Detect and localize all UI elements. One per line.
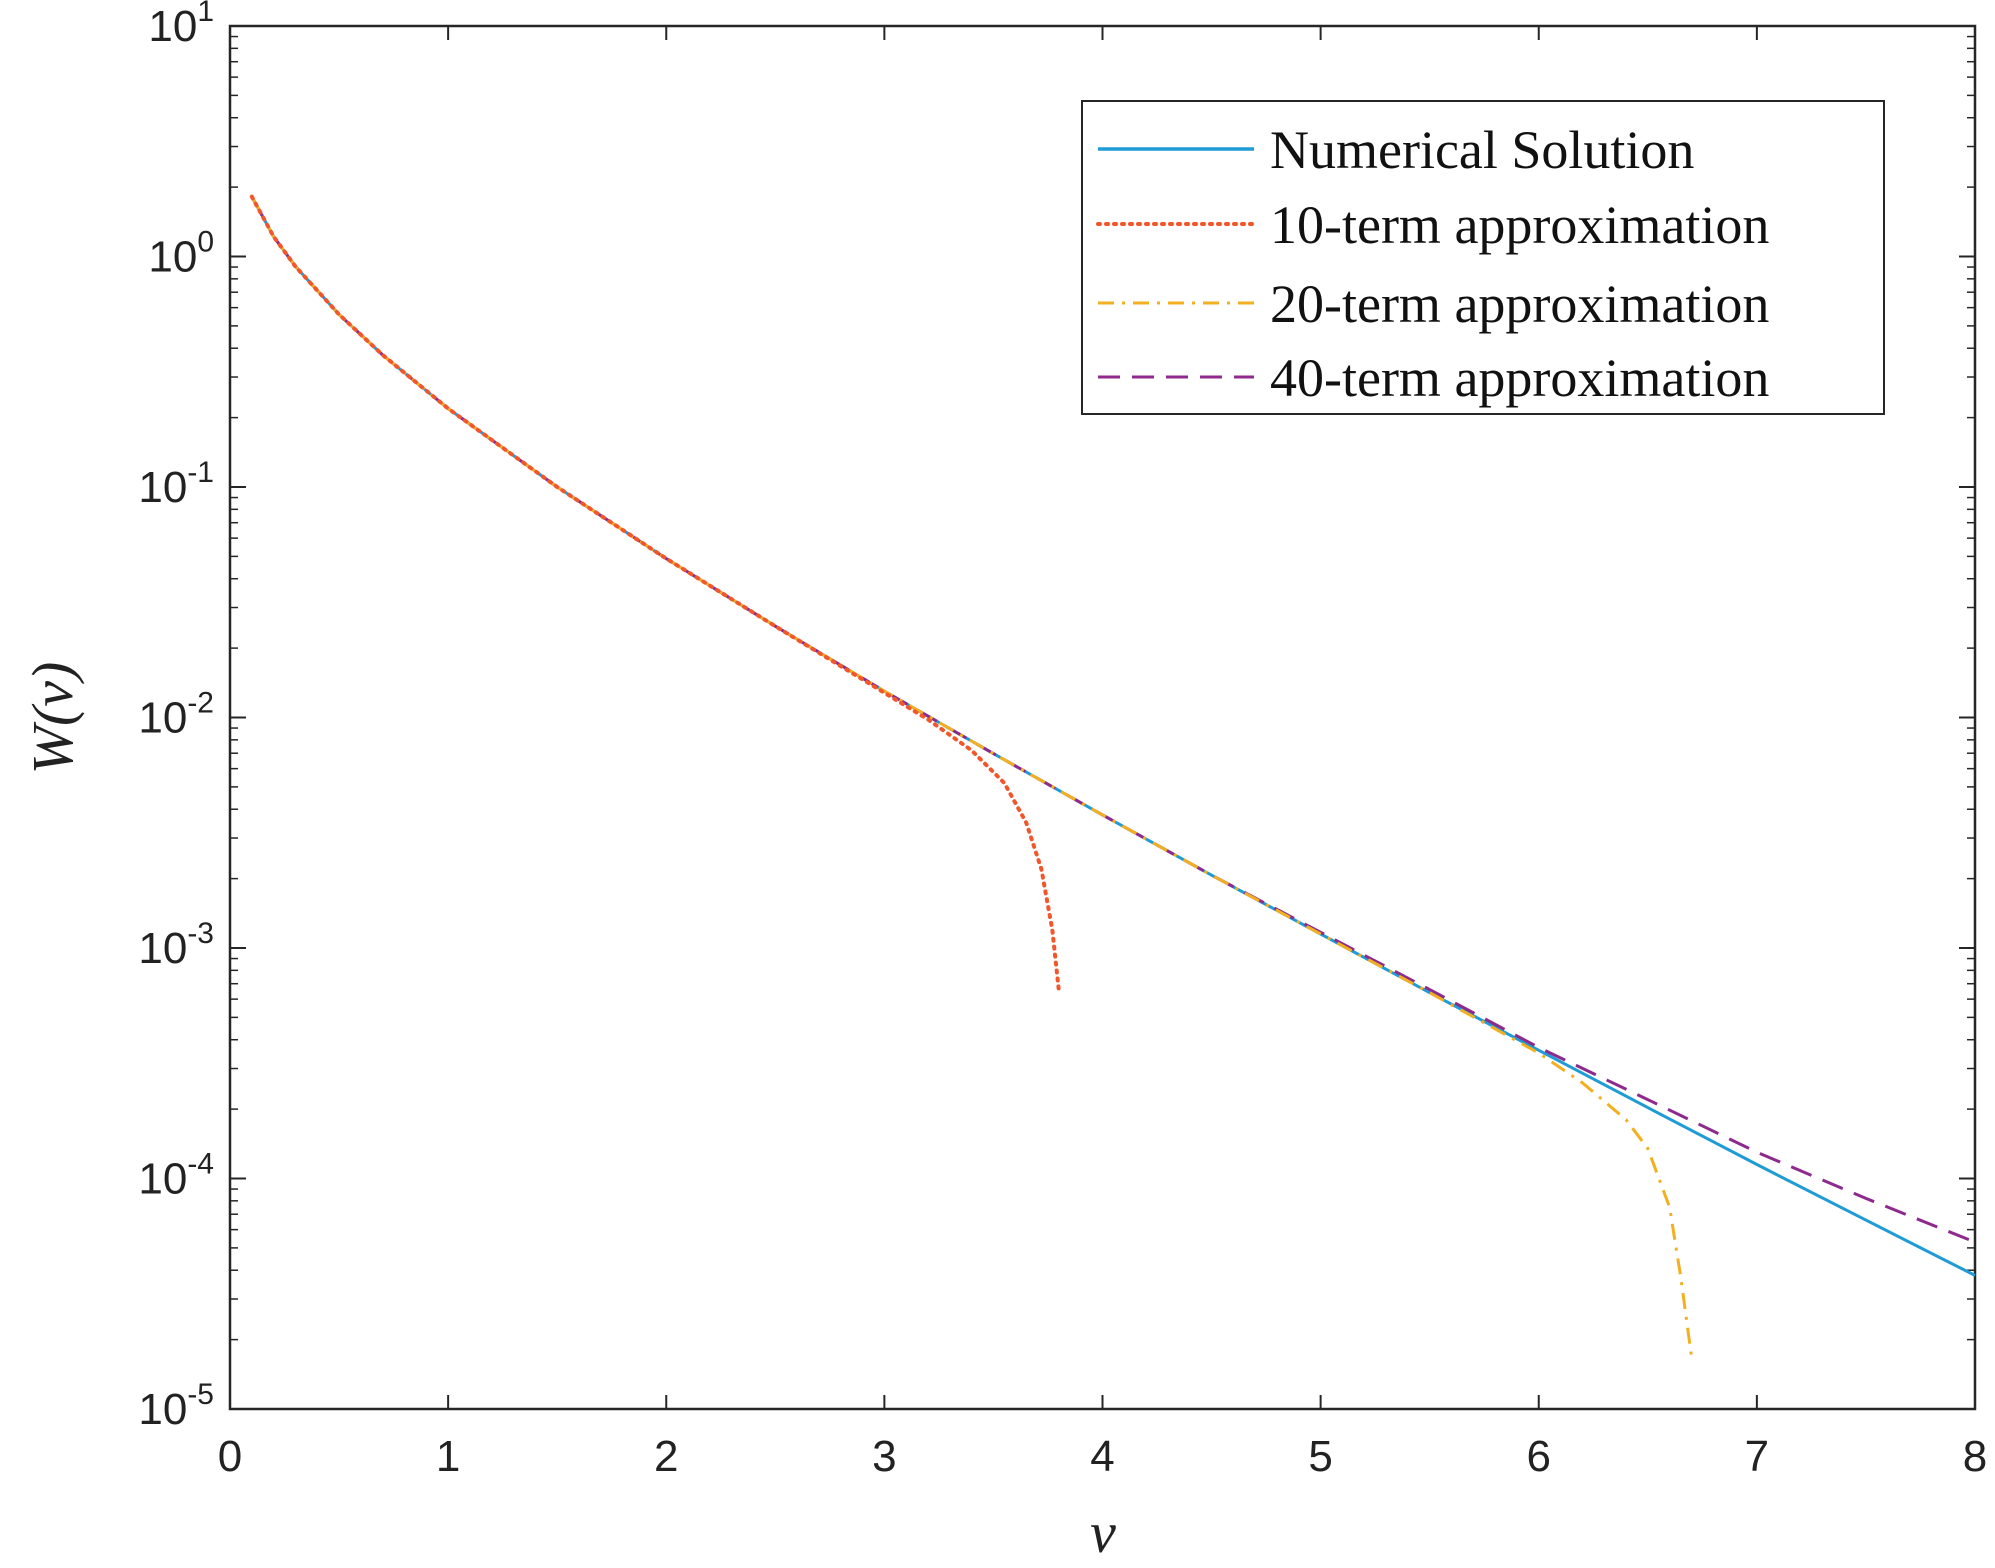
x-tick-label: 4 [1090, 1432, 1114, 1481]
y-tick-label: 10-4 [138, 1148, 214, 1204]
y-tick-label: 101 [148, 0, 214, 51]
legend-label-20-term-approximation: 20-term approximation [1270, 274, 1769, 334]
y-tick-label: 100 [148, 226, 214, 282]
legend-label-numerical-solution: Numerical Solution [1270, 120, 1694, 180]
legend: Numerical Solution 10-term approximation… [1081, 100, 1885, 415]
legend-box [1081, 100, 1885, 415]
x-tick-label: 8 [1963, 1432, 1987, 1481]
series-layer [249, 194, 1976, 1357]
x-tick-label: 1 [436, 1432, 460, 1481]
x-tick-label: 2 [654, 1432, 678, 1481]
y-axis-label: W(v) [20, 662, 85, 775]
y-tick-label: 10-5 [138, 1378, 214, 1434]
legend-label-40-term-approximation: 40-term approximation [1270, 348, 1769, 408]
series-line-40-term-approximation [250, 195, 1976, 1244]
x-tick-label: 7 [1745, 1432, 1769, 1481]
x-tick-label: 6 [1527, 1432, 1551, 1481]
series-line-10-term-approximation [249, 194, 1061, 994]
x-tick-label: 0 [218, 1432, 242, 1481]
ticks-layer: 0 1 2 3 4 5 6 7 8 10-5 10-4 10-3 10-2 10-1 100 101 [138, 0, 1987, 1481]
x-tick-label: 5 [1308, 1432, 1332, 1481]
legend-label-10-term-approximation: 10-term approximation [1270, 195, 1769, 255]
y-tick-label: 10-3 [138, 917, 214, 973]
y-tick-label: 10-1 [138, 456, 214, 512]
x-axis-label: v [1090, 1500, 1116, 1565]
x-tick-label: 3 [872, 1432, 896, 1481]
y-tick-label: 10-2 [138, 687, 214, 743]
